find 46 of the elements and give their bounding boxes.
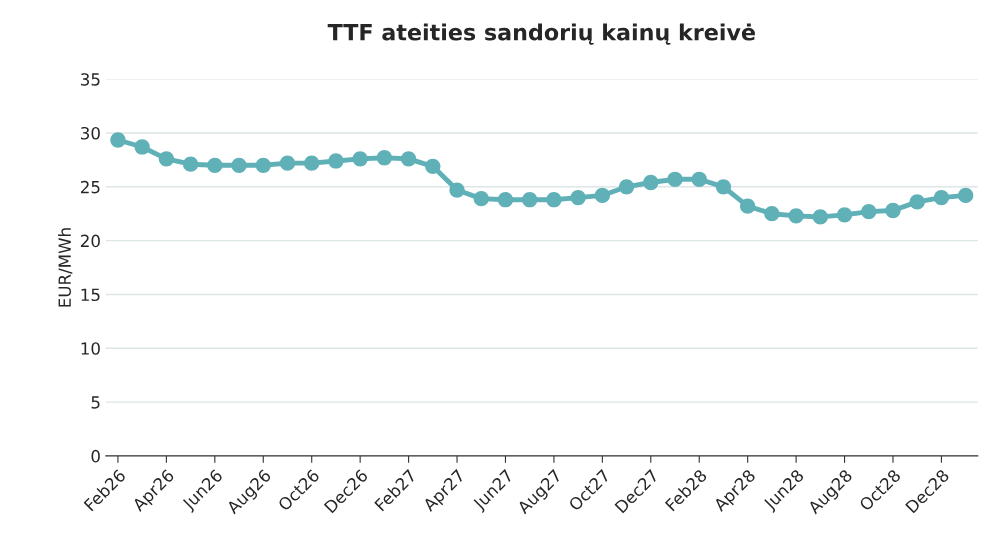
y-tick-label: 35 [81, 73, 100, 86]
point [885, 202, 901, 219]
point [643, 174, 659, 191]
y-tick-label: 5 [91, 396, 100, 409]
y-tick-label: 30 [81, 126, 100, 140]
point [449, 182, 465, 198]
point [158, 151, 175, 167]
point [691, 171, 707, 187]
point [352, 151, 368, 167]
point [812, 209, 828, 225]
point [207, 157, 223, 173]
point [546, 192, 562, 208]
y-axis-title: EUR/MWh [58, 228, 73, 307]
point [715, 179, 732, 195]
point [328, 153, 344, 169]
point [764, 206, 780, 222]
point [909, 194, 925, 210]
point [788, 208, 804, 224]
y-tick-label: 10 [81, 342, 100, 355]
y-tick-label: 0 [91, 449, 100, 463]
point [473, 191, 489, 207]
point [836, 207, 853, 223]
point [740, 198, 756, 214]
y-tick-label: 20 [80, 234, 100, 248]
point [231, 157, 247, 173]
y-tick-label: 15 [81, 288, 100, 302]
point [594, 187, 610, 204]
point [182, 156, 199, 172]
point [400, 151, 417, 167]
point [861, 203, 877, 220]
point [667, 171, 683, 187]
point [134, 139, 150, 155]
point [497, 192, 514, 208]
point [933, 189, 950, 206]
point [304, 155, 320, 171]
point [255, 157, 271, 173]
point [522, 192, 538, 208]
point [376, 150, 393, 166]
point [425, 158, 441, 174]
y-tick-label: 25 [80, 180, 100, 194]
point [279, 155, 296, 171]
chart-title: TTF ateities sandorių kainų kreivė [327, 23, 755, 45]
point [110, 132, 126, 148]
point [570, 189, 586, 206]
point [958, 187, 974, 204]
point [618, 179, 635, 195]
